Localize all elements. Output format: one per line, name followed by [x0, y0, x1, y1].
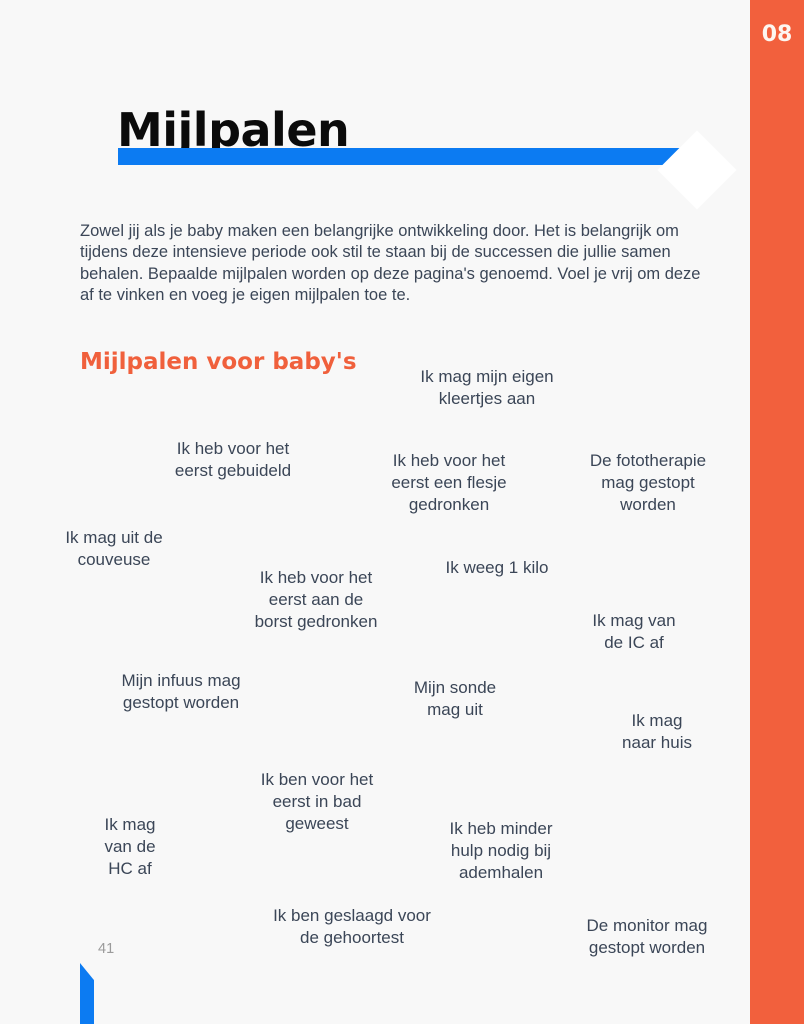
footer-accent-stripe [80, 963, 94, 1024]
footer-page-number: 41 [98, 941, 115, 957]
milestone-eigen-kleertjes: Ik mag mijn eigen kleertjes aan [420, 367, 554, 408]
section-heading: Mijlpalen voor baby's [80, 349, 357, 376]
side-accent-bar: 08 [750, 0, 804, 1024]
milestone-uit-couveuse: Ik mag uit de couveuse [65, 528, 163, 569]
milestone-eerst-gebuideld: Ik heb voor het eerst gebuideld [174, 439, 292, 480]
milestone-borst-gedronken: Ik heb voor het eerst aan de borst gedro… [254, 568, 378, 631]
milestone-sonde-uit: Mijn sonde mag uit [413, 678, 497, 719]
milestone-minder-hulp-ademhalen: Ik heb minder hulp nodig bij ademhalen [449, 819, 553, 882]
milestone-weeg-1-kilo: Ik weeg 1 kilo [445, 558, 549, 577]
milestone-eerst-in-bad: Ik ben voor het eerst in bad geweest [260, 770, 374, 833]
milestone-naar-huis: Ik mag naar huis [622, 711, 692, 752]
milestone-eerst-flesje: Ik heb voor het eerst een flesje gedronk… [391, 451, 507, 514]
milestone-infuus-gestopt: Mijn infuus mag gestopt worden [121, 671, 241, 712]
milestone-van-hc-af: Ik mag van de HC af [104, 815, 156, 878]
intro-paragraph: Zowel jij als je baby maken een belangri… [80, 221, 701, 305]
milestone-gehoortest: Ik ben geslaagd voor de gehoortest [273, 906, 431, 947]
page-title: Mijlpalen [117, 102, 350, 157]
diamond-decoration [657, 130, 737, 210]
milestone-fototherapie: De fototherapie mag gestopt worden [589, 451, 707, 514]
page-number-badge: 08 [761, 22, 793, 47]
milestone-van-ic-af: Ik mag van de IC af [592, 611, 676, 652]
milestone-monitor-gestopt: De monitor mag gestopt worden [586, 916, 708, 957]
title-underline-bar [118, 148, 687, 165]
